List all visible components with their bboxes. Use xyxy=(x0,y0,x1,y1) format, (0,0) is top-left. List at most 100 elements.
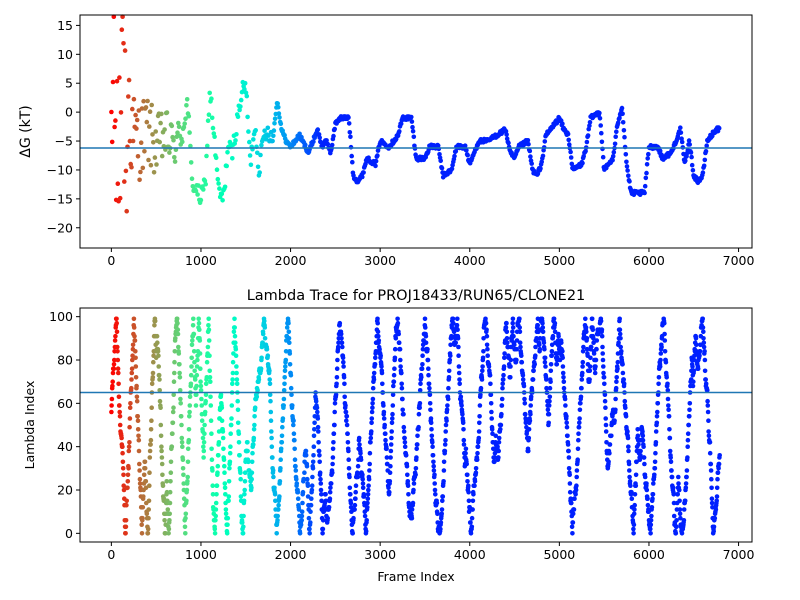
lambda-point xyxy=(312,427,317,432)
lambda-point xyxy=(188,381,194,387)
lambda-point xyxy=(166,531,171,536)
lambda-point xyxy=(202,422,207,428)
lambda-point xyxy=(149,418,154,424)
lambda-point xyxy=(450,316,456,322)
lambda-point xyxy=(325,515,331,521)
delta-g-point xyxy=(247,153,253,158)
lambda-point xyxy=(706,418,711,424)
lambda-point xyxy=(249,459,255,465)
lambda-point xyxy=(495,444,500,450)
delta-g-point xyxy=(216,181,221,186)
lambda-point xyxy=(224,531,230,536)
lambda-point xyxy=(196,316,201,322)
lambda-point xyxy=(641,455,647,460)
delta-g-point xyxy=(624,159,629,165)
lambda-point xyxy=(640,437,646,443)
delta-g-point xyxy=(644,170,649,176)
lambda-point xyxy=(315,409,320,415)
lambda-point xyxy=(642,474,648,480)
lambda-point xyxy=(337,320,343,326)
lambda-point xyxy=(405,472,410,478)
lambda-point xyxy=(669,468,674,473)
delta-g-point xyxy=(138,169,143,175)
lambda-point xyxy=(215,463,221,469)
lambda-point xyxy=(383,437,388,443)
lambda-point xyxy=(222,470,227,476)
lambda-point xyxy=(362,513,368,519)
lambda-point xyxy=(510,316,516,322)
lambda-point xyxy=(559,340,564,346)
lambda-point xyxy=(487,372,493,378)
lambda-point xyxy=(459,403,464,408)
lambda-point xyxy=(401,424,407,430)
lambda-point xyxy=(367,468,372,473)
lambda-point xyxy=(402,440,408,445)
delta-g-point xyxy=(700,170,706,175)
lambda-point xyxy=(315,424,321,430)
delta-g-point xyxy=(275,101,281,106)
lambda-point xyxy=(392,366,397,372)
lambda-point xyxy=(716,461,722,467)
lambda-point xyxy=(234,364,239,369)
y-tick-label: 5 xyxy=(65,76,73,91)
lambda-point xyxy=(317,453,322,458)
lambda-point xyxy=(222,481,228,486)
lambda-point xyxy=(148,437,154,443)
lambda-point xyxy=(448,353,453,359)
lambda-point xyxy=(142,466,148,471)
lambda-point xyxy=(414,446,420,452)
lambda-point xyxy=(458,394,464,400)
lambda-point xyxy=(388,442,394,447)
lambda-point xyxy=(601,364,606,369)
lambda-point xyxy=(409,507,415,512)
lambda-point xyxy=(304,463,310,469)
lambda-point xyxy=(439,507,445,512)
lambda-point xyxy=(501,364,507,369)
lambda-point xyxy=(593,357,599,363)
lambda-point xyxy=(682,498,688,504)
lambda-point xyxy=(293,463,298,469)
delta-g-point xyxy=(600,154,606,160)
lambda-point xyxy=(642,461,647,467)
delta-g-point xyxy=(271,128,277,133)
lambda-point xyxy=(619,349,624,354)
lambda-point xyxy=(347,474,352,480)
lambda-point xyxy=(658,351,664,356)
lambda-point xyxy=(625,429,630,434)
lambda-point xyxy=(230,377,235,382)
lambda-point xyxy=(191,316,196,322)
lambda-point xyxy=(131,316,137,322)
delta-g-point xyxy=(205,118,211,123)
lambda-point xyxy=(484,342,490,348)
lambda-point xyxy=(205,344,211,350)
lambda-point xyxy=(485,346,490,352)
lambda-point xyxy=(504,320,509,326)
lambda-point xyxy=(185,479,190,484)
lambda-point xyxy=(565,442,571,447)
lambda-point xyxy=(342,381,347,387)
lambda-point xyxy=(189,364,194,369)
lambda-point xyxy=(356,435,362,441)
lambda-point xyxy=(191,349,197,354)
lambda-point xyxy=(149,405,154,411)
delta-g-point xyxy=(361,170,366,175)
delta-g-point xyxy=(242,80,248,86)
lambda-point xyxy=(488,392,494,398)
lambda-point xyxy=(133,349,138,354)
lambda-point xyxy=(179,435,185,441)
delta-g-point xyxy=(568,149,573,155)
lambda-point xyxy=(278,466,283,471)
lambda-point xyxy=(531,368,536,374)
lambda-point xyxy=(379,364,384,369)
lambda-point xyxy=(172,349,178,354)
lambda-point xyxy=(540,325,546,330)
lambda-point xyxy=(371,377,377,382)
lambda-point xyxy=(431,459,436,465)
lambda-point xyxy=(612,418,617,424)
lambda-point xyxy=(180,466,186,471)
lambda-point xyxy=(186,437,192,443)
lambda-point xyxy=(711,528,716,534)
lambda-point xyxy=(207,375,213,380)
lambda-point xyxy=(134,383,139,389)
lambda-point xyxy=(330,470,335,476)
